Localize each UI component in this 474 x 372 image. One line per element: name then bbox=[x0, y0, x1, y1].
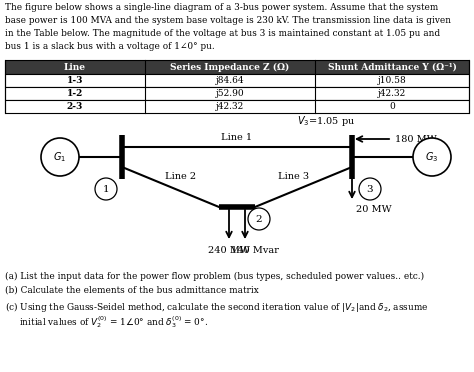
Text: j42.32: j42.32 bbox=[378, 89, 406, 98]
Text: $G_3$: $G_3$ bbox=[425, 150, 438, 164]
Text: (c) Using the Gauss-Seidel method, calculate the second iteration value of $|V_2: (c) Using the Gauss-Seidel method, calcu… bbox=[5, 300, 428, 314]
Text: Line 3: Line 3 bbox=[278, 172, 309, 181]
Circle shape bbox=[248, 208, 270, 230]
Text: 1-2: 1-2 bbox=[67, 89, 83, 98]
Text: j10.58: j10.58 bbox=[378, 76, 406, 85]
Text: Line 2: Line 2 bbox=[165, 172, 196, 181]
Bar bbox=[5, 100, 469, 113]
Text: base power is 100 MVA and the system base voltage is 230 kV. The transmission li: base power is 100 MVA and the system bas… bbox=[5, 16, 451, 25]
Text: 180 MW: 180 MW bbox=[395, 135, 437, 144]
Text: $V_3$=1.05 pu: $V_3$=1.05 pu bbox=[297, 114, 356, 128]
Bar bbox=[5, 74, 469, 87]
Circle shape bbox=[359, 178, 381, 200]
Bar bbox=[5, 60, 469, 74]
Text: Shunt Admittance Y (Ω⁻¹): Shunt Admittance Y (Ω⁻¹) bbox=[328, 62, 456, 71]
Text: 3: 3 bbox=[367, 185, 374, 193]
Text: 1-3: 1-3 bbox=[67, 76, 83, 85]
Text: 2: 2 bbox=[255, 215, 262, 224]
Circle shape bbox=[41, 138, 79, 176]
Text: $G_1$: $G_1$ bbox=[54, 150, 66, 164]
Text: 2-3: 2-3 bbox=[67, 102, 83, 111]
Text: Line: Line bbox=[64, 62, 86, 71]
Text: (a) List the input data for the power flow problem (bus types, scheduled power v: (a) List the input data for the power fl… bbox=[5, 272, 424, 281]
Text: 240 MW: 240 MW bbox=[208, 246, 250, 255]
Text: Series Impedance Z (Ω): Series Impedance Z (Ω) bbox=[170, 62, 290, 71]
Text: Line 1: Line 1 bbox=[221, 133, 253, 142]
Text: j52.90: j52.90 bbox=[216, 89, 244, 98]
Text: 20 MW: 20 MW bbox=[356, 205, 392, 214]
Text: 140 Mvar: 140 Mvar bbox=[231, 246, 279, 255]
Text: 1: 1 bbox=[103, 185, 109, 193]
Bar bbox=[5, 87, 469, 100]
Text: bus 1 is a slack bus with a voltage of 1∠0° pu.: bus 1 is a slack bus with a voltage of 1… bbox=[5, 42, 215, 51]
Circle shape bbox=[413, 138, 451, 176]
Circle shape bbox=[95, 178, 117, 200]
Text: The figure below shows a single-line diagram of a 3-bus power system. Assume tha: The figure below shows a single-line dia… bbox=[5, 3, 438, 12]
Text: (b) Calculate the elements of the bus admittance matrix: (b) Calculate the elements of the bus ad… bbox=[5, 286, 259, 295]
Text: in the Table below. The magnitude of the voltage at bus 3 is maintained constant: in the Table below. The magnitude of the… bbox=[5, 29, 440, 38]
Text: j84.64: j84.64 bbox=[216, 76, 244, 85]
Text: initial values of $V_2^{(0)}$ = 1$\angle$0° and $\delta_3^{(0)}$ = 0°.: initial values of $V_2^{(0)}$ = 1$\angle… bbox=[5, 314, 208, 330]
Text: 0: 0 bbox=[389, 102, 395, 111]
Text: j42.32: j42.32 bbox=[216, 102, 244, 111]
